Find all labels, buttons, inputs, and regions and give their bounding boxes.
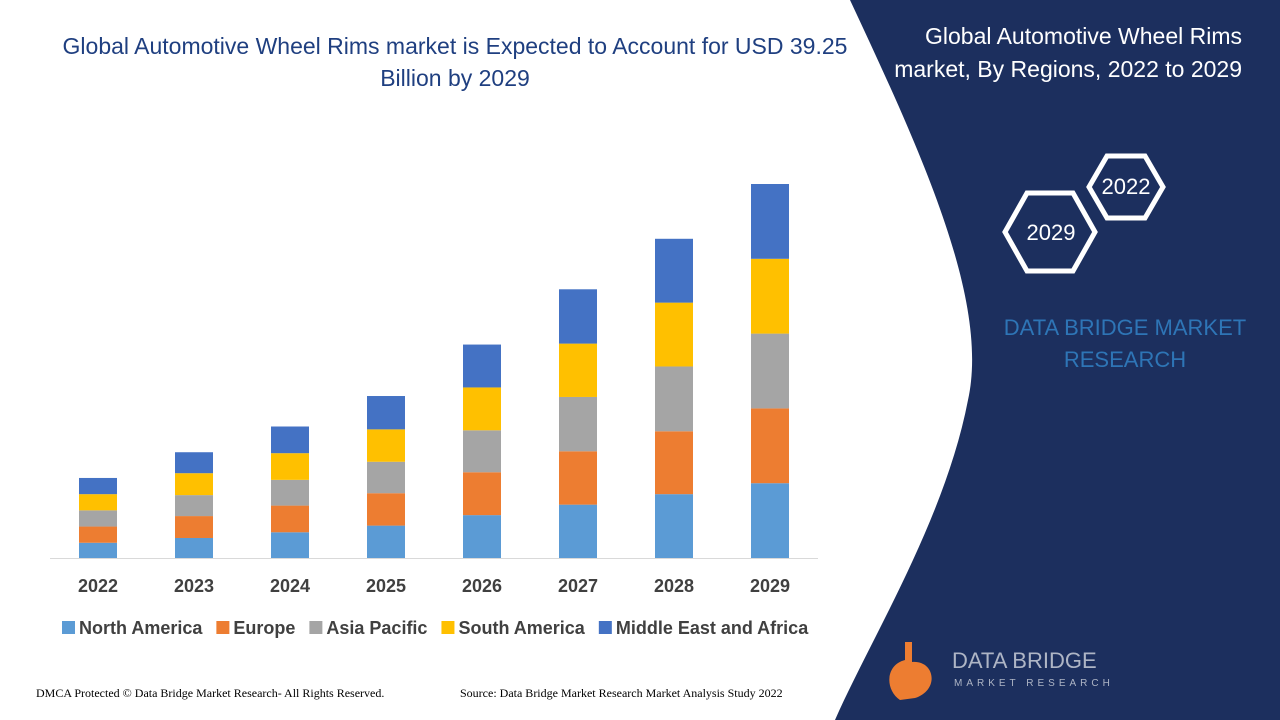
bar-segment [271, 532, 309, 558]
bar-segment [175, 473, 213, 496]
panel-heading: Global Automotive Wheel Rims market, By … [894, 23, 1242, 83]
hex-label: 2022 [1102, 174, 1151, 199]
bar-segment [655, 494, 693, 558]
bar-segment [175, 537, 213, 558]
hexagon [1086, 153, 1166, 221]
bar-segment [175, 516, 213, 538]
logo-name: DATA BRIDGE [952, 648, 1097, 673]
bar-segment [463, 387, 501, 431]
bar-segment [175, 452, 213, 474]
bar-segment [559, 289, 597, 344]
bar-segment [463, 344, 501, 388]
bar-segment [79, 477, 117, 495]
x-tick-label: 2028 [654, 576, 694, 596]
bar-segment [559, 451, 597, 505]
logo-icon [889, 642, 932, 700]
hex-label: 2029 [1027, 220, 1076, 245]
bar-segment [655, 302, 693, 367]
x-tick-label: 2022 [78, 576, 118, 596]
bar-segment [79, 510, 117, 527]
x-tick-label: 2024 [270, 576, 310, 596]
bar-segment [271, 505, 309, 533]
bar-segment [559, 504, 597, 558]
bar-segment [367, 429, 405, 462]
legend-label: Europe [233, 618, 295, 638]
bar-segment [751, 258, 789, 334]
bar-segment [79, 542, 117, 558]
x-tick-label: 2027 [558, 576, 598, 596]
bar-segment [655, 238, 693, 303]
legend-label: North America [79, 618, 203, 638]
bar-segment [271, 453, 309, 480]
brand: DATA BRIDGE MARKET RESEARCH [1003, 315, 1247, 372]
bar-segment [655, 431, 693, 495]
x-tick-label: 2023 [174, 576, 214, 596]
bar-segment [271, 426, 309, 454]
legend-swatch [62, 621, 75, 634]
hexagon [1002, 190, 1098, 274]
legend-swatch [309, 621, 323, 634]
side-panel [835, 0, 1280, 720]
bar-segment [751, 333, 789, 409]
legend-label: South America [458, 618, 585, 638]
bar-segment [175, 495, 213, 517]
bar-segment [751, 483, 789, 558]
chart-title: Global Automotive Wheel Rims market is E… [62, 33, 848, 92]
bar-segment [655, 366, 693, 432]
bar-segment [559, 396, 597, 452]
footer-right: Source: Data Bridge Market Research Mark… [460, 686, 783, 700]
legend-label: Middle East and Africa [616, 618, 809, 638]
legend-label: Asia Pacific [326, 618, 427, 638]
legend-swatch [441, 621, 455, 634]
bar-segment [367, 461, 405, 494]
legend-swatch [216, 621, 230, 634]
bar-segment [751, 184, 789, 259]
x-tick-label: 2025 [366, 576, 406, 596]
logo-tagline: MARKET RESEARCH [954, 678, 1114, 689]
bar-segment [463, 472, 501, 516]
bar-segment [79, 526, 117, 543]
bar-segment [463, 430, 501, 473]
bar-segment [751, 408, 789, 484]
bar-segment [559, 343, 597, 397]
x-tick-label: 2029 [750, 576, 790, 596]
bar-segment [79, 494, 117, 511]
bar-segment [271, 479, 309, 506]
footer-left: DMCA Protected © Data Bridge Market Rese… [36, 686, 385, 700]
bar-segment [367, 525, 405, 558]
bar-segment [367, 396, 405, 430]
x-tick-label: 2026 [462, 576, 502, 596]
bar-segment [367, 493, 405, 526]
legend-swatch [598, 621, 612, 634]
bar-segment [463, 515, 501, 558]
